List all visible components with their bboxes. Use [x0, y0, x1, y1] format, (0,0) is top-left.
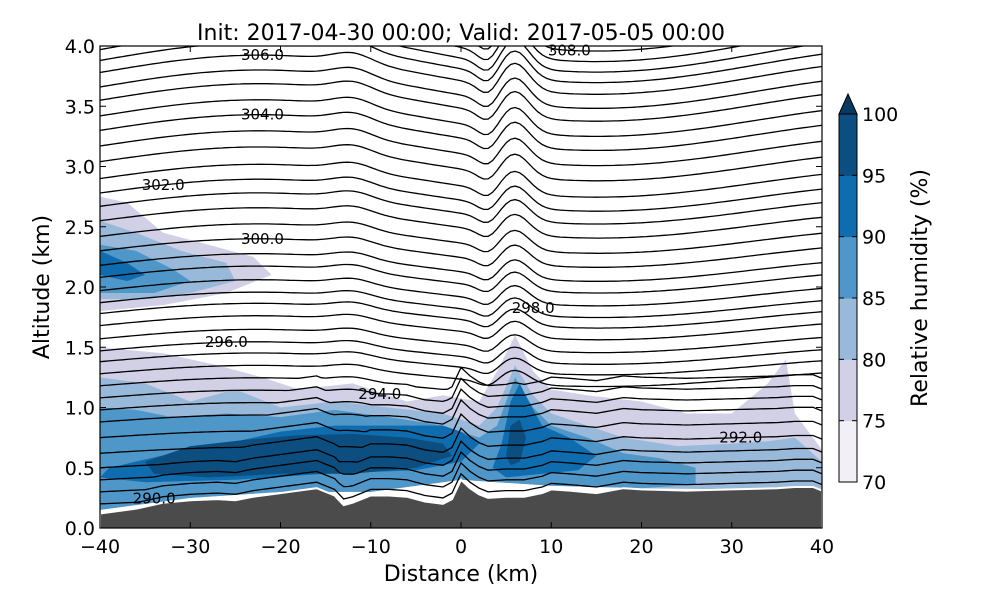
y-tick-label: 2.5 [65, 217, 95, 239]
isentrope-label: 304.0 [241, 106, 284, 124]
isentrope-line [100, 0, 822, 4]
humidity-region-95 [145, 434, 452, 478]
colorbar-segment [839, 359, 857, 422]
isentrope-line [100, 66, 822, 109]
isentrope-line [100, 440, 822, 469]
isentrope-layer [100, 0, 822, 505]
isentrope-line [100, 51, 822, 95]
isentrope-label: 292.0 [719, 429, 762, 447]
isentrope-label: 296.0 [205, 333, 248, 351]
x-tick-label: 10 [539, 536, 563, 558]
y-tick-label: 4.0 [65, 36, 95, 58]
y-tick-label: 1.5 [65, 337, 95, 359]
x-tick-label: −30 [170, 536, 210, 558]
isentrope-line [100, 144, 822, 182]
x-tick-label: −40 [80, 536, 120, 558]
colorbar-segment [839, 175, 857, 238]
colorbar-tick-label: 75 [862, 411, 886, 433]
y-tick-label: 3.5 [65, 96, 95, 118]
y-tick-label: 3.0 [65, 157, 95, 179]
isentrope-line [100, 205, 822, 239]
isentrope-line [100, 363, 822, 388]
colorbar-tick-label: 85 [862, 288, 886, 310]
y-tick-label: 0.5 [65, 458, 95, 480]
isentrope-line [100, 472, 822, 505]
isentrope-line [100, 80, 822, 122]
colorbar-label: Relative humidity (%) [908, 169, 933, 407]
x-tick-label: −20 [260, 536, 300, 558]
x-tick-label: 0 [455, 536, 467, 558]
y-tick-label: 1.0 [65, 398, 95, 420]
colorbar: 70 75 80 85 90 95 100 [838, 92, 898, 494]
isentrope-line [100, 351, 822, 376]
plot-area [100, 0, 822, 528]
colorbar-segment [839, 298, 857, 360]
colorbar-segment [839, 420, 857, 483]
isentrope-label: 308.0 [548, 41, 591, 59]
y-tick-label: 0.0 [65, 518, 95, 540]
isentrope-line [100, 451, 822, 481]
colorbar-extend-arrow [838, 92, 858, 115]
isentrope-line [100, 301, 822, 329]
isentrope-label: 300.0 [241, 230, 284, 248]
terrain-surface [100, 478, 822, 528]
isentrope-line [100, 398, 822, 425]
isentrope-line [100, 427, 822, 454]
chart-title: Init: 2017-04-30 00:00; Valid: 2017-05-0… [197, 21, 725, 46]
isentrope-line [100, 339, 822, 365]
isentrope-line [100, 290, 822, 319]
colorbar-tick-label: 70 [862, 472, 886, 494]
colorbar-tick-label: 100 [862, 104, 898, 126]
isentrope-line [100, 46, 822, 84]
isentrope-line [100, 277, 822, 307]
x-axis-ticks: −40 −30 −20 −10 0 10 20 30 40 [80, 46, 834, 558]
colorbar-segment [839, 236, 857, 299]
x-tick-label: 30 [720, 536, 744, 558]
isentrope-line [100, 127, 822, 167]
isentrope-line [100, 263, 822, 294]
isentrope-line [100, 388, 822, 414]
isentrope-line [100, 176, 822, 212]
colorbar-segment [839, 114, 857, 176]
isentrope-line [100, 161, 822, 198]
isentrope-line [100, 413, 822, 439]
isentrope-line [100, 461, 822, 493]
x-tick-label: 20 [629, 536, 653, 558]
isentrope-label: 306.0 [241, 46, 284, 64]
isentrope-line [100, 251, 822, 282]
humidity-region-85 [100, 244, 191, 293]
isentrope-line [100, 221, 822, 254]
isentrope-line [100, 0, 822, 16]
isentrope-line [100, 96, 822, 138]
y-axis-ticks: 0.0 0.5 1.0 1.5 2.0 2.5 3.0 3.5 4.0 [65, 36, 822, 540]
x-tick-label: 40 [810, 536, 834, 558]
colorbar-tick-label: 95 [862, 165, 886, 187]
y-tick-label: 2.0 [65, 277, 95, 299]
isentrope-label: 302.0 [142, 176, 185, 194]
isentrope-line [100, 46, 808, 73]
isentrope-label: 298.0 [512, 299, 555, 317]
x-tick-label: −10 [351, 536, 391, 558]
colorbar-tick-label: 80 [862, 349, 886, 371]
isentrope-line [100, 190, 822, 225]
isentrope-label: 290.0 [133, 490, 176, 508]
colorbar-tick-label: 90 [862, 227, 886, 249]
isentrope-line [100, 313, 822, 341]
isentrope-line [100, 377, 822, 403]
isentrope-label: 294.0 [358, 385, 401, 403]
isentrope-line [100, 111, 822, 152]
isentrope-line [100, 327, 822, 354]
isentrope-line [100, 236, 822, 268]
y-axis-label: Altitude (km) [30, 215, 55, 359]
x-axis-label: Distance (km) [384, 562, 539, 587]
terrain-layer [100, 478, 822, 528]
